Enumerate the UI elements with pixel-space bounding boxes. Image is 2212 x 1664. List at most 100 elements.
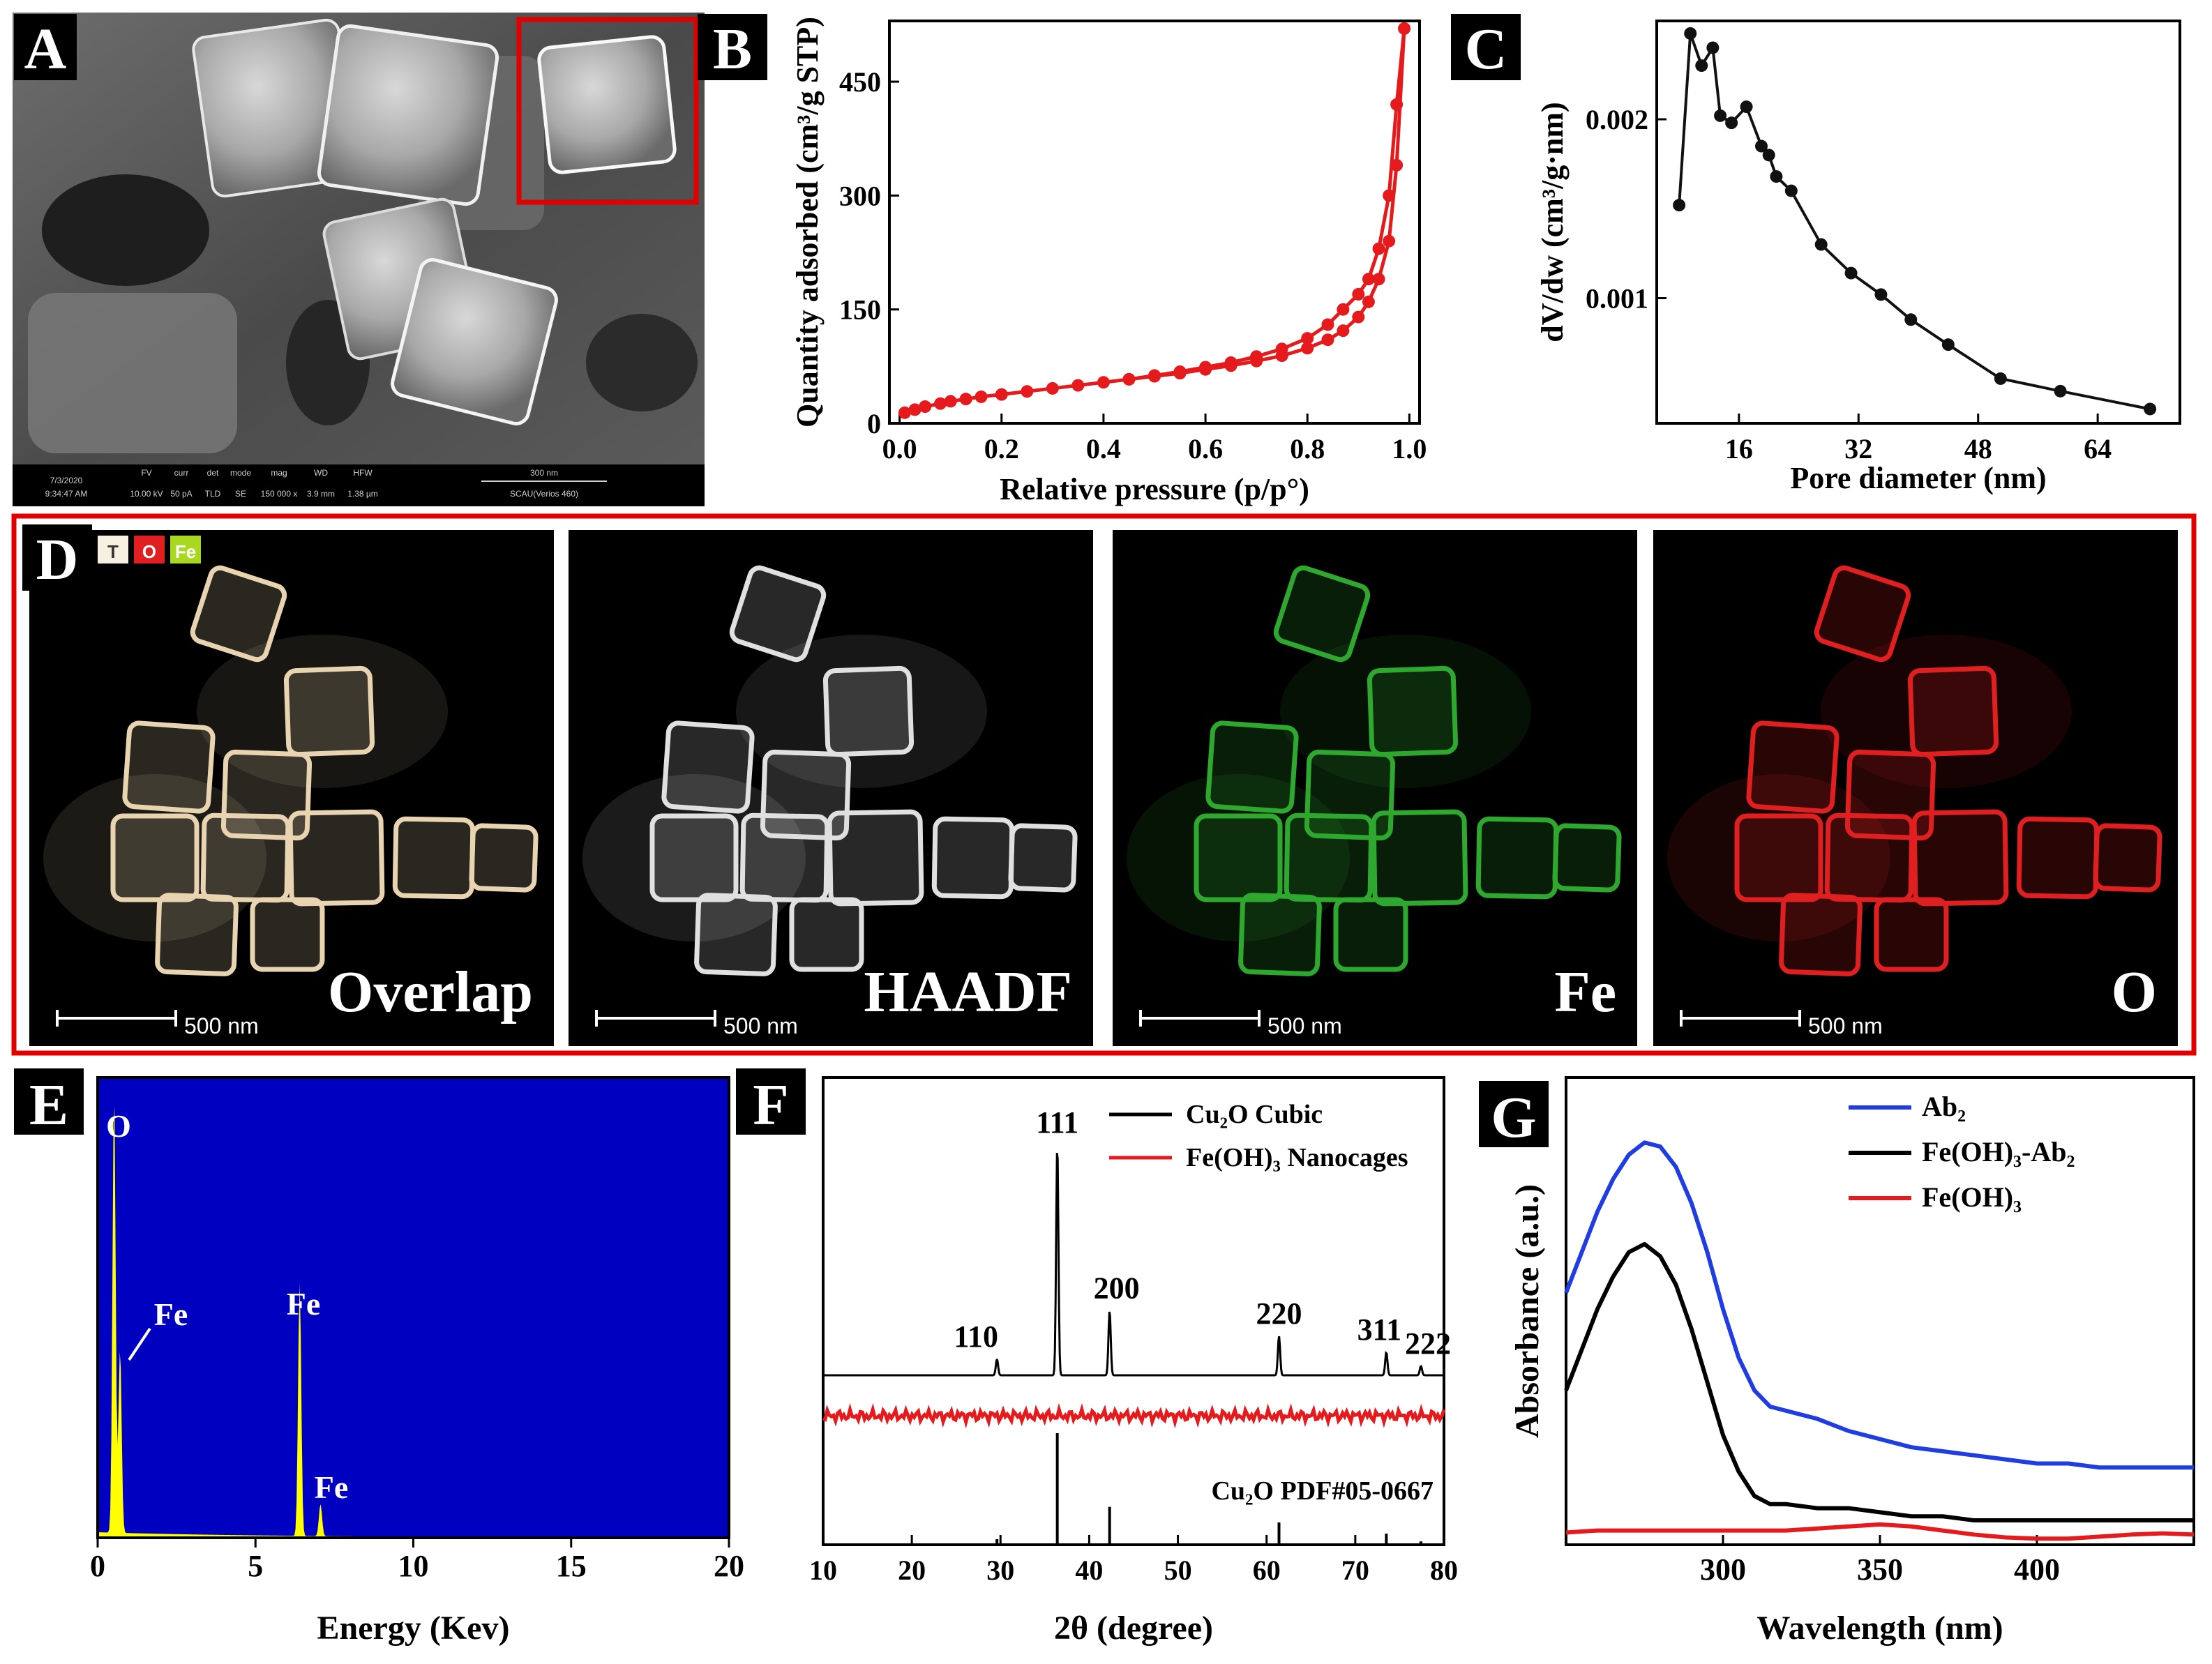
nanocage-outline <box>1333 897 1408 972</box>
x-axis-label: Relative pressure (p/p°) <box>1000 472 1309 506</box>
chart-c-pore-distribution: 16 32 48 64 0.001 0.002 Pore diameter (nm) dV/d… <box>1535 20 2181 495</box>
x-tick-label: 0.4 <box>1086 433 1121 464</box>
data-point <box>1321 333 1334 347</box>
element-chip-label: O <box>142 541 156 562</box>
x-tick-label: 70 <box>1341 1555 1369 1586</box>
mapping-tile-overlap: Overlap 500 nm <box>29 530 554 1046</box>
sem-info-header: mode <box>230 468 251 478</box>
xrd-cu2o-line <box>823 1152 1444 1377</box>
y-tick-label: 0 <box>867 408 881 439</box>
nanocage-outline <box>649 813 739 902</box>
x-tick-label: 60 <box>1253 1555 1281 1586</box>
data-point <box>2054 384 2067 398</box>
mapping-label: Fe <box>1554 960 1616 1024</box>
data-point <box>1725 116 1738 130</box>
scale-bar-label: 500 nm <box>184 1013 259 1038</box>
peak-label: 311 <box>1357 1313 1402 1347</box>
plot-frame <box>822 1076 1445 1546</box>
data-point <box>1199 361 1212 374</box>
data-point <box>1372 242 1385 255</box>
legend-label: Fe(OH)₃ Nanocages <box>1186 1143 1408 1172</box>
data-point <box>1398 22 1411 35</box>
data-point <box>1874 288 1888 301</box>
peak-label: Fe <box>154 1296 188 1332</box>
panel-label-bg <box>1479 1081 1549 1147</box>
nanocage-outline <box>822 665 915 757</box>
sem-info-header: 300 nm <box>530 468 558 478</box>
sem-info-value: 50 pA <box>170 489 192 499</box>
x-tick-label: 0 <box>90 1549 105 1583</box>
eds-background <box>98 1077 729 1538</box>
nanocage-outline <box>1284 812 1374 903</box>
xrd-feoh3-line <box>822 1402 1446 1429</box>
y-axis-label: Absorbance (a.u.) <box>1509 1184 1546 1438</box>
data-point <box>1148 369 1161 382</box>
mapping-haze <box>197 635 448 788</box>
peak-label: 200 <box>1094 1271 1140 1306</box>
sem-info-bar <box>13 464 705 506</box>
panel-label-g: G <box>1491 1085 1536 1150</box>
data-point <box>1814 238 1828 251</box>
nanocage-outline <box>931 816 1015 900</box>
nanocage-outline <box>789 897 864 972</box>
data-point <box>1352 287 1365 301</box>
peak-arrow <box>128 1327 151 1361</box>
x-tick-label: 5 <box>248 1549 263 1583</box>
sem-info-value: 10.00 kV <box>130 489 163 499</box>
panel-label-a: A <box>24 17 67 82</box>
data-point <box>1337 324 1350 338</box>
element-chip-label: T <box>107 541 119 562</box>
x-tick-label: 16 <box>1725 433 1753 464</box>
x-tick-label: 40 <box>1075 1555 1103 1586</box>
sem-highlight-box <box>516 17 699 205</box>
x-tick-label: 10 <box>809 1555 837 1586</box>
x-tick-label: 20 <box>898 1555 926 1586</box>
series-line <box>1564 1241 2194 1523</box>
data-point <box>1046 381 1059 395</box>
nanocage-outline <box>1907 665 1999 757</box>
nanocage-outline <box>155 893 239 976</box>
data-point <box>1352 310 1365 324</box>
data-point <box>1224 356 1237 369</box>
peak-label: 222 <box>1405 1326 1451 1361</box>
panel-label-d: D <box>36 527 79 592</box>
data-point <box>1021 385 1034 398</box>
data-point <box>995 388 1008 401</box>
data-point <box>934 397 947 410</box>
sem-info-header: FV <box>141 468 151 478</box>
mapping-tile-haadf: HAADF 500 nm <box>569 530 1093 1046</box>
x-axis-label: Wavelength (nm) <box>1756 1610 2003 1647</box>
element-chip <box>98 536 128 564</box>
sem-info-value: TLD <box>205 489 221 499</box>
nanocage-outline <box>1371 809 1468 907</box>
data-point <box>1770 170 1783 183</box>
chart-b-isotherm: 0.0 0.2 0.4 0.6 0.8 1.0 0 150 300 450 Relative pre… <box>790 17 1427 506</box>
nanocage-outline <box>469 823 539 893</box>
sem-info-value: SE <box>235 489 246 499</box>
data-point <box>919 400 932 414</box>
x-tick-label: 30 <box>986 1555 1014 1586</box>
adsorption-line <box>904 28 1406 415</box>
sem-shadow <box>586 314 698 411</box>
data-line <box>1678 33 2151 411</box>
nanocage-outline <box>1008 823 1078 893</box>
plot-frame <box>1655 20 2181 425</box>
chart-g-uvvis: 300 350 400 Wavelength (nm) Absorbance (a.u.… <box>1509 1076 2195 1647</box>
mapping-label: Overlap <box>328 960 533 1024</box>
mapping-haze <box>736 635 987 788</box>
data-point <box>1383 189 1396 202</box>
x-tick-label: 0.6 <box>1188 433 1223 464</box>
sem-info-header: mag <box>271 468 287 478</box>
y-tick-label: 150 <box>839 294 881 326</box>
x-tick-label: 400 <box>2014 1552 2060 1587</box>
legend-label: Fe(OH)₃-Ab₂ <box>1922 1136 2075 1167</box>
data-point <box>1321 318 1334 331</box>
x-axis-label: Energy (Kev) <box>317 1610 510 1647</box>
panel-d-mapping: Overlap 500 nm HAADF 500 nm Fe 500 nm O 500 nm T… <box>29 530 2178 1046</box>
data-point <box>1337 303 1350 316</box>
nanocage-outline <box>729 565 827 663</box>
scale-bar-label: 500 nm <box>1267 1013 1342 1038</box>
chart-f-xrd: 10 20 30 40 50 60 70 80 2θ (degree) 110 111 200 220 3… <box>809 1076 1458 1647</box>
data-point <box>1755 139 1768 153</box>
element-chip <box>170 536 201 564</box>
